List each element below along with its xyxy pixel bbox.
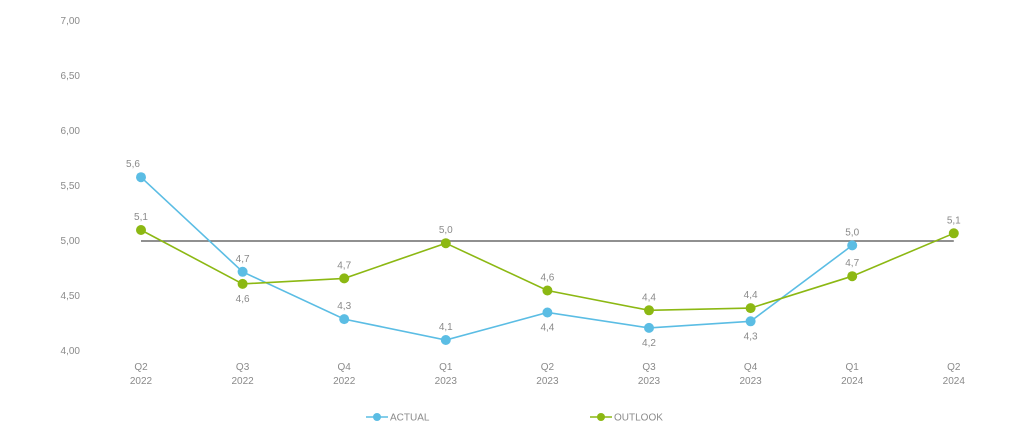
x-tick-label-quarter: Q1	[846, 362, 860, 373]
data-point-outlook	[847, 271, 858, 282]
x-tick-label-quarter: Q3	[642, 362, 656, 373]
series-line-actual	[140, 176, 853, 341]
data-label-actual: 4,4	[540, 323, 554, 334]
x-tick-label-year: 2023	[435, 376, 458, 387]
x-tick-label-year: 2023	[536, 376, 559, 387]
x-tick-label-year: 2022	[231, 376, 254, 387]
data-label-outlook: 4,7	[337, 260, 351, 271]
legend-marker-outlook	[597, 413, 605, 421]
data-label-actual: 4,3	[744, 331, 758, 342]
data-point-actual	[745, 316, 756, 327]
x-tick-label-year: 2024	[943, 376, 966, 387]
data-point-actual	[339, 314, 350, 325]
data-point-actual	[136, 172, 146, 183]
data-point-outlook	[339, 273, 350, 284]
data-label-actual: 5,0	[845, 227, 859, 238]
data-label-actual: 5,6	[126, 159, 140, 170]
data-label-actual: 4,1	[439, 322, 453, 333]
legend-label-outlook: OUTLOOK	[614, 413, 663, 424]
x-tick-label-quarter: Q2	[541, 362, 555, 373]
data-label-outlook: 4,4	[642, 292, 656, 303]
data-label-outlook: 5,1	[947, 215, 961, 226]
y-tick-label: 7,00	[61, 16, 81, 27]
x-tick-label-year: 2024	[841, 376, 864, 387]
data-point-outlook	[644, 305, 654, 316]
data-label-outlook: 4,4	[744, 290, 758, 301]
x-tick-label-quarter: Q2	[134, 362, 148, 373]
legend-label-actual: ACTUAL	[390, 413, 430, 424]
data-point-outlook	[237, 278, 248, 289]
legend-marker-actual	[373, 413, 381, 421]
x-tick-label-quarter: Q4	[338, 362, 352, 373]
x-tick-label-year: 2023	[638, 376, 661, 387]
data-label-outlook: 5,0	[439, 225, 453, 236]
data-label-actual: 4,2	[642, 338, 656, 349]
y-tick-label: 4,00	[61, 346, 81, 357]
x-tick-label-quarter: Q3	[236, 362, 250, 373]
y-tick-label: 5,00	[61, 236, 81, 247]
data-label-outlook: 4,6	[236, 294, 250, 305]
data-point-outlook	[440, 238, 451, 249]
data-label-actual: 4,3	[337, 301, 351, 312]
data-point-outlook	[136, 225, 146, 235]
data-point-actual	[542, 307, 553, 318]
data-label-outlook: 4,6	[540, 273, 554, 284]
x-tick-label-quarter: Q4	[744, 362, 758, 373]
data-label-outlook: 4,7	[845, 258, 859, 269]
data-label-outlook: 5,1	[134, 212, 148, 223]
x-tick-label-year: 2023	[739, 376, 762, 387]
y-tick-label: 6,50	[61, 71, 81, 82]
data-point-outlook	[948, 228, 959, 239]
y-tick-label: 6,00	[61, 126, 81, 137]
x-tick-label-year: 2022	[130, 376, 153, 387]
data-point-outlook	[745, 303, 756, 314]
x-tick-label-quarter: Q1	[439, 362, 453, 373]
data-label-actual: 4,7	[236, 254, 250, 265]
data-point-actual	[644, 322, 654, 333]
x-tick-label-quarter: Q2	[947, 362, 961, 373]
data-point-actual	[237, 266, 248, 277]
y-tick-label: 5,50	[61, 181, 81, 192]
x-tick-label-year: 2022	[333, 376, 356, 387]
series-line-outlook	[140, 229, 955, 312]
data-point-outlook	[542, 285, 553, 296]
y-tick-label: 4,50	[61, 291, 81, 302]
data-point-actual	[440, 335, 451, 345]
data-point-actual	[847, 240, 858, 251]
